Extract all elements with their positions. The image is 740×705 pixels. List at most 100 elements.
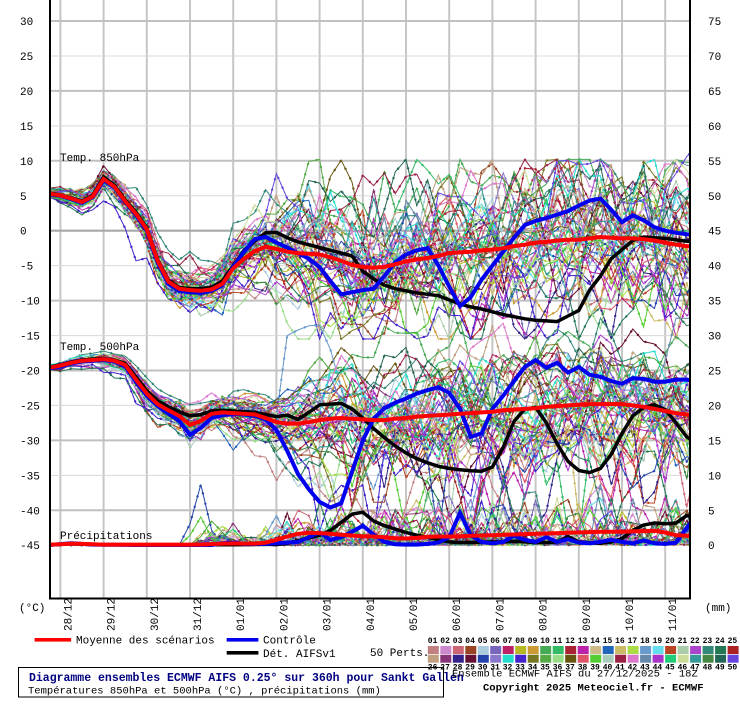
svg-text:15: 15 xyxy=(708,436,721,448)
svg-text:39: 39 xyxy=(590,664,600,673)
svg-text:50 Perts.: 50 Perts. xyxy=(370,648,429,660)
svg-text:27: 27 xyxy=(440,664,450,673)
svg-text:10/01: 10/01 xyxy=(625,598,637,631)
svg-text:29: 29 xyxy=(465,664,475,673)
svg-text:Temp. 850hPa: Temp. 850hPa xyxy=(60,153,140,165)
svg-text:24: 24 xyxy=(715,637,725,646)
svg-text:Précipitations: Précipitations xyxy=(60,531,152,543)
svg-text:20: 20 xyxy=(665,637,675,646)
svg-text:47: 47 xyxy=(690,664,700,673)
svg-text:75: 75 xyxy=(708,17,721,29)
svg-text:44: 44 xyxy=(653,664,663,673)
svg-text:20: 20 xyxy=(20,87,33,99)
svg-text:70: 70 xyxy=(708,52,721,64)
svg-text:11/01: 11/01 xyxy=(668,598,680,631)
svg-text:09: 09 xyxy=(528,637,538,646)
svg-text:15: 15 xyxy=(20,122,33,134)
svg-text:08: 08 xyxy=(515,637,525,646)
svg-text:-20: -20 xyxy=(20,367,40,379)
svg-text:04: 04 xyxy=(465,637,475,646)
svg-text:05/01: 05/01 xyxy=(409,598,421,631)
svg-text:03/01: 03/01 xyxy=(323,598,335,631)
svg-text:-15: -15 xyxy=(20,332,40,344)
svg-text:38: 38 xyxy=(578,664,588,673)
svg-text:5: 5 xyxy=(708,506,715,518)
svg-text:-25: -25 xyxy=(20,401,40,413)
svg-text:31: 31 xyxy=(490,664,500,673)
svg-text:30: 30 xyxy=(708,332,721,344)
svg-text:35: 35 xyxy=(540,664,550,673)
svg-text:0: 0 xyxy=(708,541,715,553)
svg-text:06: 06 xyxy=(490,637,500,646)
svg-text:60: 60 xyxy=(708,122,721,134)
svg-text:42: 42 xyxy=(628,664,638,673)
svg-text:28: 28 xyxy=(453,664,463,673)
svg-text:-10: -10 xyxy=(20,297,40,309)
svg-text:0: 0 xyxy=(20,227,27,239)
svg-text:45: 45 xyxy=(708,227,721,239)
svg-text:34: 34 xyxy=(528,664,538,673)
svg-text:20: 20 xyxy=(708,401,721,413)
svg-text:40: 40 xyxy=(603,664,613,673)
svg-text:22: 22 xyxy=(690,637,700,646)
svg-text:-30: -30 xyxy=(20,436,40,448)
svg-text:17: 17 xyxy=(628,637,638,646)
svg-text:25: 25 xyxy=(728,637,738,646)
svg-text:36: 36 xyxy=(553,664,563,673)
svg-text:23: 23 xyxy=(703,637,713,646)
svg-text:43: 43 xyxy=(640,664,650,673)
svg-text:05: 05 xyxy=(478,637,488,646)
svg-text:19: 19 xyxy=(653,637,663,646)
svg-text:40: 40 xyxy=(708,262,721,274)
svg-text:21: 21 xyxy=(678,637,688,646)
svg-text:09/01: 09/01 xyxy=(582,598,594,631)
svg-text:50: 50 xyxy=(708,192,721,204)
svg-text:31/12: 31/12 xyxy=(193,598,205,631)
svg-text:55: 55 xyxy=(708,157,721,169)
svg-text:Copyright 2025 Meteociel.fr -: Copyright 2025 Meteociel.fr - ECMWF xyxy=(483,683,704,695)
svg-text:01/01: 01/01 xyxy=(236,598,248,631)
svg-text:30: 30 xyxy=(478,664,488,673)
svg-text:01: 01 xyxy=(428,637,438,646)
svg-text:-35: -35 xyxy=(20,471,40,483)
svg-text:65: 65 xyxy=(708,87,721,99)
svg-text:25: 25 xyxy=(708,367,721,379)
svg-text:07/01: 07/01 xyxy=(495,598,507,631)
svg-text:12: 12 xyxy=(565,637,575,646)
svg-text:(°C): (°C) xyxy=(19,603,45,615)
svg-text:13: 13 xyxy=(578,637,588,646)
svg-text:15: 15 xyxy=(603,637,613,646)
svg-text:11: 11 xyxy=(553,637,563,646)
svg-text:50: 50 xyxy=(728,664,738,673)
svg-text:03: 03 xyxy=(453,637,463,646)
svg-text:07: 07 xyxy=(503,637,513,646)
svg-text:08/01: 08/01 xyxy=(539,598,551,631)
svg-text:33: 33 xyxy=(515,664,525,673)
svg-text:5: 5 xyxy=(20,192,27,204)
svg-text:45: 45 xyxy=(665,664,675,673)
svg-text:49: 49 xyxy=(715,664,725,673)
svg-text:Temp. 500hPa: Temp. 500hPa xyxy=(60,342,140,354)
svg-text:Dét. AIFSv1: Dét. AIFSv1 xyxy=(263,649,336,661)
svg-text:16: 16 xyxy=(615,637,625,646)
svg-text:Diagramme ensembles ECMWF AIFS: Diagramme ensembles ECMWF AIFS 0.25° sur… xyxy=(29,672,464,685)
svg-text:41: 41 xyxy=(615,664,625,673)
svg-text:29/12: 29/12 xyxy=(107,598,119,631)
svg-text:10: 10 xyxy=(540,637,550,646)
svg-text:10: 10 xyxy=(20,157,33,169)
svg-text:Moyenne des scénarios: Moyenne des scénarios xyxy=(76,636,215,648)
svg-text:Contrôle: Contrôle xyxy=(263,636,316,648)
svg-text:14: 14 xyxy=(590,637,600,646)
svg-text:06/01: 06/01 xyxy=(452,598,464,631)
svg-text:37: 37 xyxy=(565,664,575,673)
svg-text:02/01: 02/01 xyxy=(279,598,291,631)
svg-text:Ensemble ECMWF AIFS du 27/12/2: Ensemble ECMWF AIFS du 27/12/2025 - 18Z xyxy=(452,669,698,681)
svg-text:-40: -40 xyxy=(20,506,40,518)
svg-text:04/01: 04/01 xyxy=(366,598,378,631)
svg-text:35: 35 xyxy=(708,297,721,309)
svg-text:-45: -45 xyxy=(20,541,40,553)
svg-text:18: 18 xyxy=(640,637,650,646)
svg-text:30: 30 xyxy=(20,17,33,29)
svg-text:25: 25 xyxy=(20,52,33,64)
svg-text:46: 46 xyxy=(678,664,688,673)
